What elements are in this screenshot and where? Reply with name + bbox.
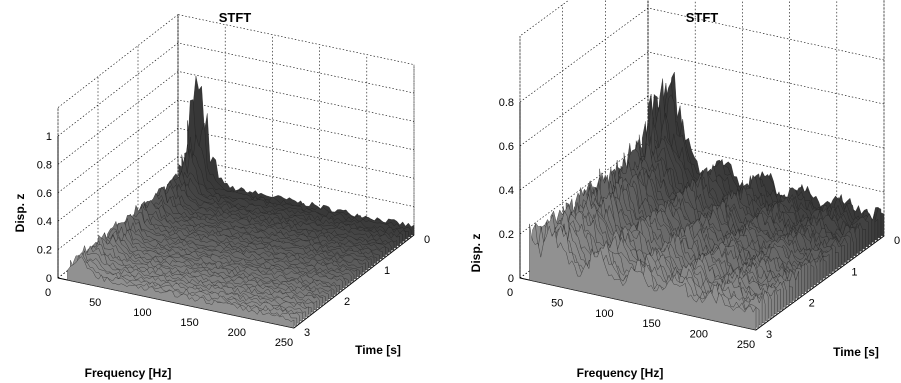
grid-line <box>97 76 335 298</box>
y-tick-label: 1 <box>384 265 390 277</box>
surface-slice <box>158 180 386 258</box>
surface-slice <box>532 222 760 328</box>
grid-line <box>57 127 415 222</box>
x-tick-label: 0 <box>45 287 51 299</box>
z-tick-label: 0 <box>508 273 514 285</box>
surface-slice <box>104 228 332 300</box>
y-tick-label: 0 <box>894 235 900 247</box>
grid-line <box>137 45 375 267</box>
z-axis-label: Disp. z <box>13 194 27 233</box>
surface-slice <box>529 223 757 331</box>
y-tick-label: 0 <box>424 234 430 246</box>
grid-line <box>57 71 415 165</box>
surface-slice <box>578 187 805 295</box>
z-tick-label: 0.4 <box>37 216 52 228</box>
surface-slice <box>167 176 395 251</box>
x-tick-label: 150 <box>642 318 660 330</box>
x-tick-label: 100 <box>595 308 613 320</box>
x-axis-label: Frequency [Hz] <box>577 366 664 380</box>
x-axis-label: Frequency [Hz] <box>85 366 172 380</box>
z-tick-label: 0.8 <box>499 97 514 109</box>
z-tick-label: 0.6 <box>499 141 514 153</box>
y-tick-label: 3 <box>304 327 310 339</box>
surface-slice <box>81 245 309 318</box>
surface-slice <box>67 256 295 329</box>
surface-slice <box>161 180 389 256</box>
x-tick-label: 200 <box>690 329 708 341</box>
surface-mesh <box>529 71 885 331</box>
surface-slice <box>181 134 409 240</box>
grid-line <box>57 42 415 137</box>
surface-slice <box>78 245 306 320</box>
surface-slice <box>164 178 392 253</box>
z-tick-label: 1 <box>46 131 52 143</box>
grid-line <box>519 51 885 147</box>
surface-slice <box>571 187 799 299</box>
surface-slice <box>92 237 320 309</box>
chart-title: STFT <box>686 10 719 25</box>
y-axis-label: Time [s] <box>833 345 879 359</box>
grid-line <box>57 156 415 250</box>
x-tick-label: 200 <box>228 327 246 339</box>
surface-slice <box>87 240 315 313</box>
surface-slice <box>107 220 335 298</box>
y-tick-label: 3 <box>766 329 772 341</box>
z-tick-label: 0.6 <box>37 188 52 200</box>
stft-surface-plot-left: STFT 0 0.2 0.4 0.6 0.8 1 0 50 100 150 200 250 0 1 2 3 D… <box>13 10 430 380</box>
chart-title: STFT <box>219 10 252 25</box>
surface-slice <box>130 203 358 280</box>
x-tick-label: 0 <box>507 287 513 299</box>
x-tick-label: 150 <box>180 317 198 329</box>
y-tick-label: 2 <box>809 298 815 310</box>
surface-slice <box>127 204 355 282</box>
y-axis-label: Time [s] <box>355 343 401 357</box>
z-axis-label: Disp. z <box>469 234 483 273</box>
z-tick-label: 0.2 <box>499 229 514 241</box>
surface-slice <box>115 217 343 291</box>
stft-surface-plot-right: STFT 0 0.2 0.4 0.6 0.8 0 50 100 150 200 250 0 1 2 3 Di… <box>469 0 900 380</box>
z-tick-label: 0.8 <box>37 159 52 171</box>
surface-mesh <box>67 75 415 329</box>
y-tick-label: 1 <box>851 266 857 278</box>
grid-line <box>519 7 885 103</box>
surface-slice <box>175 148 403 245</box>
surface-slice <box>147 192 375 267</box>
x-tick-label: 250 <box>275 337 293 349</box>
x-tick-label: 50 <box>551 297 563 309</box>
surface-slice <box>152 186 380 262</box>
x-tick-label: 100 <box>133 307 151 319</box>
surface-slice <box>565 194 793 304</box>
y-tick-label: 2 <box>344 296 350 308</box>
z-tick-label: 0.2 <box>37 245 52 257</box>
x-tick-label: 50 <box>89 297 101 309</box>
surface-slice <box>632 136 860 255</box>
grid-line <box>57 99 415 194</box>
z-tick-label: 0.4 <box>499 185 514 197</box>
surface-slice <box>138 199 366 273</box>
x-tick-label: 250 <box>737 339 755 351</box>
z-tick-label: 0 <box>46 273 52 285</box>
grid-line <box>519 95 885 191</box>
